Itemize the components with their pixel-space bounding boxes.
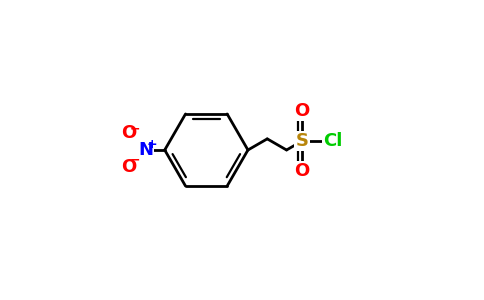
- Text: O: O: [121, 158, 136, 175]
- Text: −: −: [130, 154, 140, 166]
- Text: Cl: Cl: [323, 132, 343, 150]
- Text: S: S: [296, 132, 308, 150]
- Text: O: O: [121, 124, 136, 142]
- Text: +: +: [146, 138, 157, 151]
- Text: O: O: [294, 162, 310, 180]
- Text: N: N: [138, 141, 153, 159]
- Text: −: −: [130, 122, 140, 135]
- Text: O: O: [294, 102, 310, 120]
